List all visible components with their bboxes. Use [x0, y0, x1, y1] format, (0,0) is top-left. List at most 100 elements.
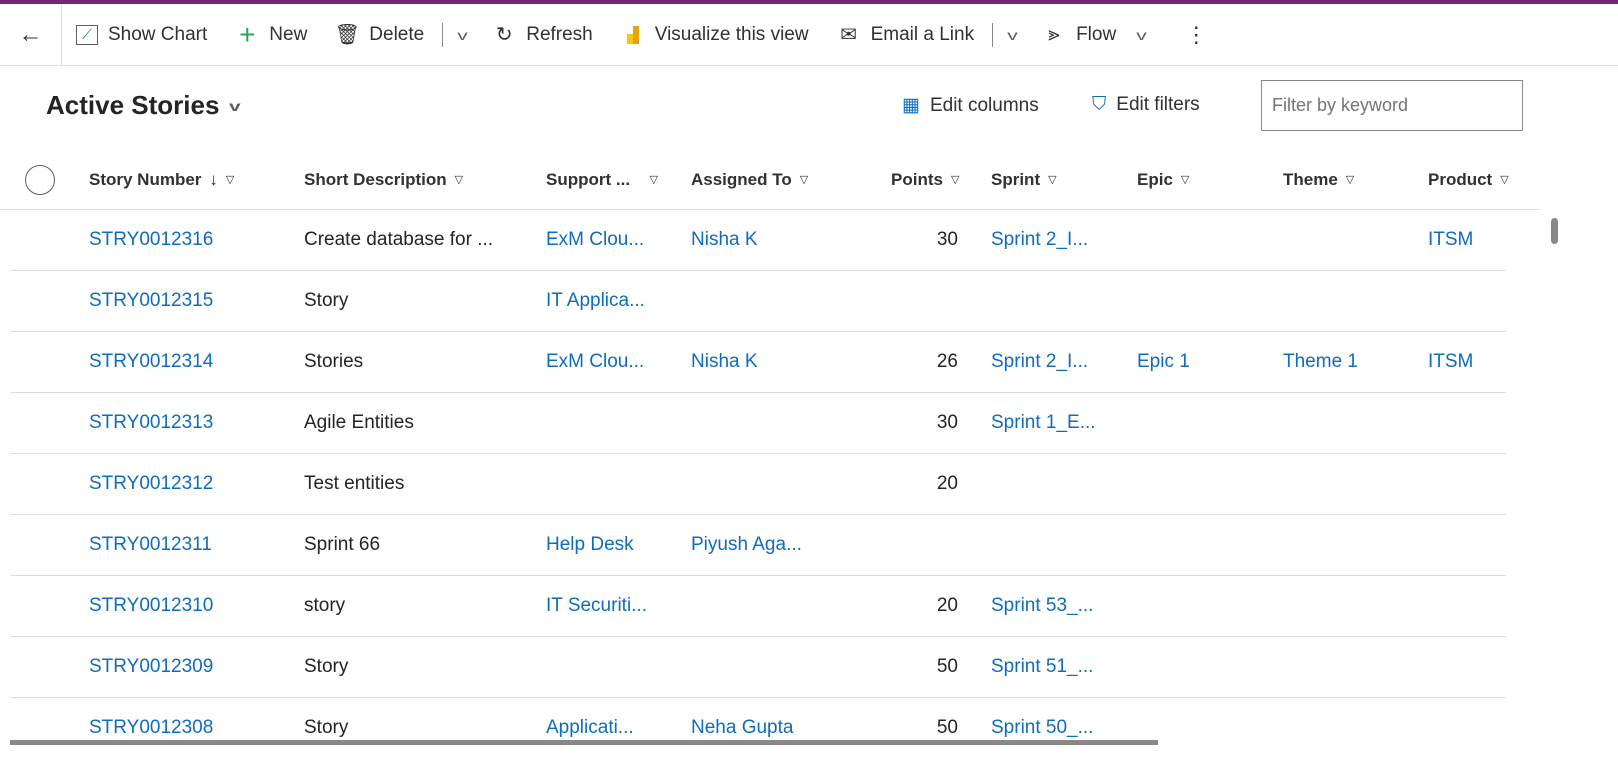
visualize-button[interactable]: Visualize this view [607, 4, 823, 65]
cell-support[interactable]: IT Securiti... [546, 595, 648, 616]
chevron-down-icon: ▽ [950, 174, 960, 186]
cell-number[interactable]: STRY0012314 [89, 351, 214, 372]
cell-sprint[interactable]: Sprint 53_... [991, 595, 1094, 616]
divider [992, 22, 994, 47]
cell-desc: Story [304, 290, 349, 311]
cell-number[interactable]: STRY0012313 [89, 412, 214, 433]
show-chart-button[interactable]: ⟋ Show Chart [62, 4, 221, 65]
cell-support[interactable]: ExM Clou... [546, 351, 645, 372]
cell-epic[interactable]: Epic 1 [1137, 351, 1190, 372]
table-row[interactable]: STRY0012315 Story IT Applica... [10, 271, 1506, 332]
select-all-checkbox[interactable] [25, 150, 55, 209]
cell-number[interactable]: STRY0012316 [89, 229, 214, 250]
flow-button[interactable]: ⪢ Flow v [1028, 4, 1171, 65]
filter-keyword-input[interactable] [1261, 80, 1523, 131]
cell-desc: Create database for ... [304, 229, 494, 250]
cell-theme[interactable]: Theme 1 [1283, 351, 1358, 372]
app-top-bar [0, 0, 1618, 4]
chevron-down-icon: ▽ [454, 174, 464, 186]
horizontal-scrollbar[interactable] [10, 740, 1158, 745]
cell-points: 50 [936, 656, 958, 677]
email-link-button[interactable]: ✉ Email a Link [823, 4, 989, 65]
cell-sprint[interactable]: Sprint 2_I... [991, 351, 1089, 372]
edit-filters-button[interactable]: ⛉ Edit filters [1092, 94, 1200, 115]
delete-more-chevron-icon[interactable]: v [457, 26, 468, 43]
table-row[interactable]: STRY0012308 Story Applicati... Neha Gupta 50… [10, 698, 1506, 740]
refresh-icon: ↻ [495, 24, 513, 46]
cell-desc: Story [304, 717, 349, 738]
cell-number[interactable]: STRY0012315 [89, 290, 214, 311]
cell-desc: Test entities [304, 473, 405, 494]
back-button[interactable]: ← [0, 3, 62, 66]
chevron-down-icon: v [1136, 26, 1147, 43]
cell-number[interactable]: STRY0012311 [89, 534, 212, 555]
cell-desc: Sprint 66 [304, 534, 381, 555]
column-header-support[interactable]: Support ... ▽ [546, 169, 658, 189]
more-options-button[interactable]: ⋮ [1171, 4, 1221, 65]
refresh-button[interactable]: ↻ Refresh [478, 4, 607, 65]
view-selector[interactable]: Active Stories v [46, 90, 242, 121]
cell-sprint[interactable]: Sprint 51_... [991, 656, 1094, 677]
cell-assigned[interactable]: Nisha K [691, 351, 758, 372]
new-button[interactable]: + New [221, 4, 321, 65]
cell-number[interactable]: STRY0012308 [89, 717, 214, 738]
cell-support[interactable]: Help Desk [546, 534, 634, 555]
chevron-down-icon: ▽ [1500, 174, 1509, 186]
cell-number[interactable]: STRY0012309 [89, 656, 214, 677]
flow-icon: ⪢ [1048, 23, 1060, 45]
vertical-scrollbar[interactable] [1551, 218, 1558, 244]
filter-icon: ⛉ [1092, 94, 1107, 115]
sort-descending-icon: ↓ [209, 169, 218, 189]
chevron-down-icon: ▽ [649, 174, 658, 186]
columns-icon: ▦ [902, 95, 920, 116]
table-row[interactable]: STRY0012316 Create database for ... ExM Cl… [10, 210, 1506, 271]
column-header-product[interactable]: Product ▽ [1428, 169, 1509, 189]
column-header-epic[interactable]: Epic ▽ [1137, 169, 1190, 189]
cell-sprint[interactable]: Sprint 2_I... [991, 229, 1089, 250]
table-row[interactable]: STRY0012313 Agile Entities 30 Sprint 1_E... [10, 393, 1506, 454]
table-row[interactable]: STRY0012311 Sprint 66 Help Desk Piyush Aga.… [10, 515, 1506, 576]
command-bar: ← ⟋ Show Chart + New 🗑 Delete v ↻ Refresh Vi… [0, 3, 1618, 66]
column-header-short-description[interactable]: Short Description ▽ [304, 169, 464, 189]
grid-header: Story Number ↓ ▽ Short Description ▽ Suppor… [0, 150, 1540, 210]
divider [442, 22, 444, 47]
cell-points: 30 [936, 229, 958, 250]
table-row[interactable]: STRY0012314 Stories ExM Clou... Nisha K 26 Sp… [10, 332, 1506, 393]
cell-product[interactable]: ITSM [1428, 229, 1474, 250]
cell-sprint[interactable]: Sprint 50_... [991, 717, 1094, 738]
email-icon: ✉ [840, 24, 857, 46]
cell-desc: Story [304, 656, 349, 677]
cell-product[interactable]: ITSM [1428, 351, 1474, 372]
cell-sprint[interactable]: Sprint 1_E... [991, 412, 1096, 433]
email-more-chevron-icon[interactable]: v [1007, 26, 1018, 43]
cell-support[interactable]: Applicati... [546, 717, 634, 738]
cell-number[interactable]: STRY0012310 [89, 595, 214, 616]
delete-button[interactable]: 🗑 Delete [334, 23, 425, 47]
cell-points: 20 [936, 473, 958, 494]
cell-assigned[interactable]: Piyush Aga... [691, 534, 802, 555]
cell-points: 30 [936, 412, 958, 433]
column-header-assigned-to[interactable]: Assigned To ▽ [691, 169, 809, 189]
table-row[interactable]: STRY0012312 Test entities 20 [10, 454, 1506, 515]
column-header-story-number[interactable]: Story Number ↓ ▽ [89, 169, 235, 189]
cell-assigned[interactable]: Neha Gupta [691, 717, 794, 738]
trash-icon: 🗑 [334, 24, 360, 46]
chevron-down-icon: ▽ [225, 174, 235, 186]
data-grid: Story Number ↓ ▽ Short Description ▽ Suppor… [0, 150, 1540, 740]
arrow-left-icon: ← [18, 20, 43, 48]
column-header-sprint[interactable]: Sprint ▽ [991, 169, 1057, 189]
column-header-points[interactable]: Points ▽ [891, 169, 960, 189]
column-header-theme[interactable]: Theme ▽ [1283, 169, 1355, 189]
cell-support[interactable]: IT Applica... [546, 290, 645, 311]
cell-number[interactable]: STRY0012312 [89, 473, 214, 494]
table-row[interactable]: STRY0012310 story IT Securiti... 20 Sprint 5… [10, 576, 1506, 637]
cell-assigned[interactable]: Nisha K [691, 229, 758, 250]
view-header: Active Stories v ▦ Edit columns ⛉ Edit filt… [0, 66, 1618, 150]
chevron-down-icon: v [229, 97, 242, 114]
cell-support[interactable]: ExM Clou... [546, 229, 645, 250]
cell-desc: story [304, 595, 346, 616]
table-row[interactable]: STRY0012309 Story 50 Sprint 51_... [10, 637, 1506, 698]
power-bi-icon [621, 25, 645, 44]
edit-columns-button[interactable]: ▦ Edit columns [902, 94, 1039, 117]
page-title: Active Stories [46, 90, 220, 120]
